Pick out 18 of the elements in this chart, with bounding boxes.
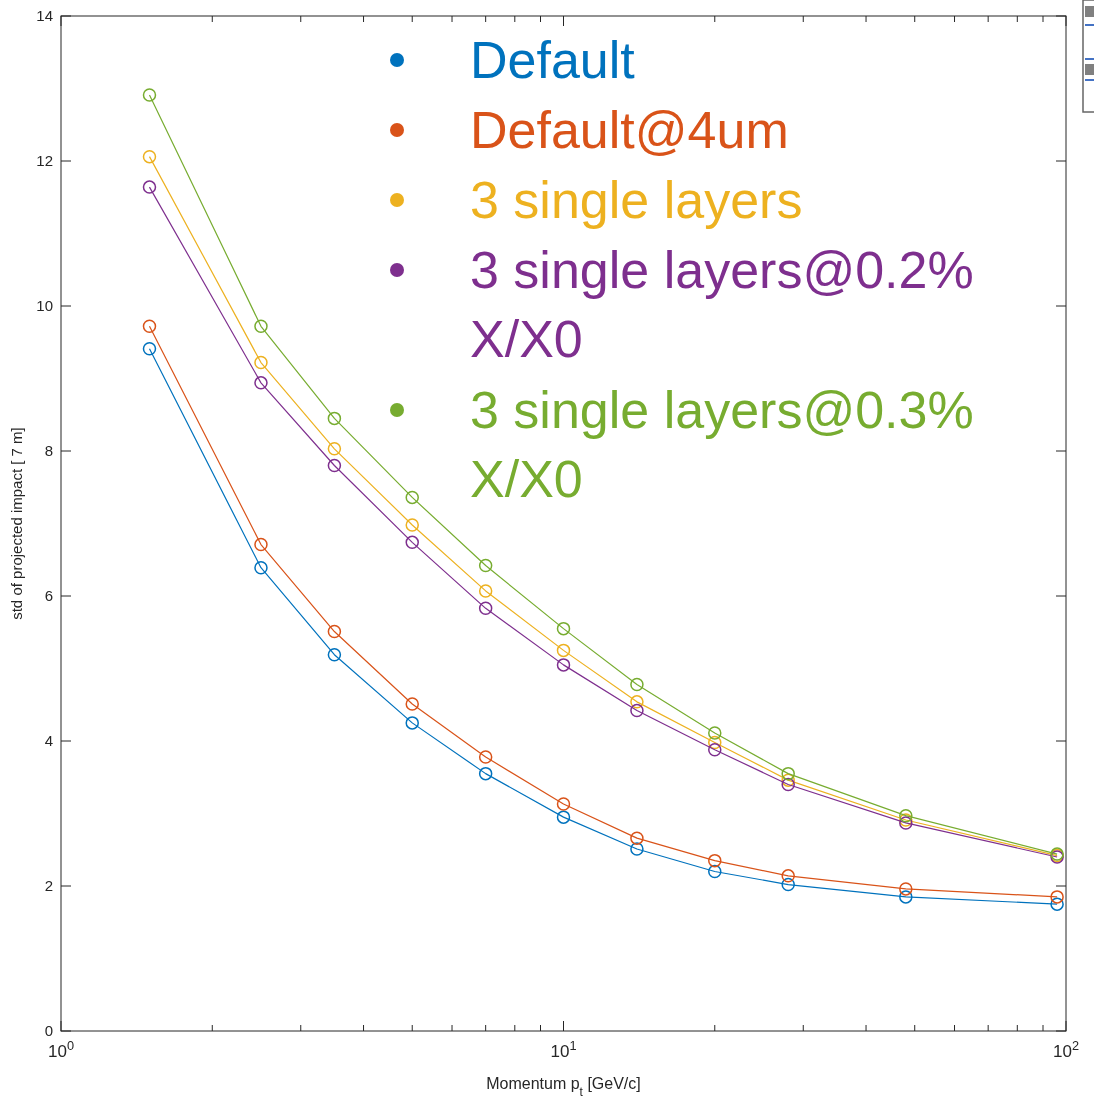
- y-tick-label: 2: [44, 877, 53, 895]
- y-tick-label: 4: [44, 732, 53, 750]
- legend-label: Default@4um: [470, 101, 789, 160]
- y-axis-title: std of projected impact [ 7 m]: [8, 427, 25, 620]
- y-tick-label: 14: [36, 7, 53, 25]
- x-tick-label: 10$^{2}$: [1052, 1037, 1080, 1061]
- x-tick-label: 10$^{0}$: [47, 1037, 75, 1061]
- legend-label: 3 single layers: [470, 171, 803, 230]
- y-tick-label: 12: [36, 152, 53, 170]
- y-tick-label: 6: [44, 587, 53, 605]
- legend-label: 3 single layers@0.2% X/X0: [470, 241, 974, 369]
- x-tick-label: 10$^{1}$: [550, 1037, 577, 1061]
- x-axis-title: Momentum p$_{t}$ [GeV/c]: [486, 1075, 641, 1099]
- y-tick-label: 8: [44, 442, 53, 460]
- y-tick-label: 10: [36, 297, 53, 315]
- legend-label: 3 single layers@0.3% X/X0: [470, 381, 974, 509]
- legend-label: Default: [470, 31, 636, 90]
- y-tick-label: 0: [44, 1022, 53, 1040]
